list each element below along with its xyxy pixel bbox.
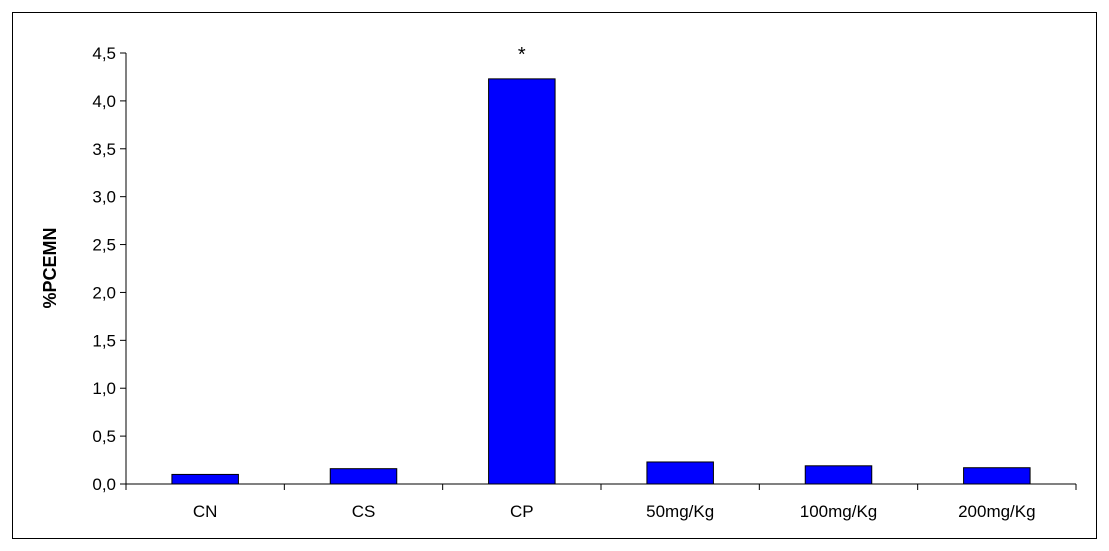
bar-200mg-kg	[963, 467, 1031, 485]
y-tick-label: 2,0	[92, 283, 116, 302]
y-tick-label: 4,0	[92, 92, 116, 111]
annotations: *	[518, 44, 526, 66]
x-axis-ticks: CN CS CP 50mg/Kg 100mg/Kg 200mg/Kg	[125, 484, 1077, 521]
x-tick-label: CS	[352, 502, 376, 521]
bar-cn	[171, 473, 239, 485]
bar-cs	[329, 468, 398, 485]
y-tick-label: 4,5	[92, 44, 116, 63]
x-tick-label: 100mg/Kg	[800, 502, 878, 521]
y-tick-label: 1,5	[92, 331, 116, 350]
bars	[171, 78, 1031, 485]
y-tick-label: 1,0	[92, 379, 116, 398]
y-tick-label: 2,5	[92, 236, 116, 255]
bar-50mg-kg	[646, 461, 714, 485]
x-tick-label: 50mg/Kg	[646, 502, 714, 521]
y-tick-label: 0,0	[92, 475, 116, 494]
y-tick-label: 3,0	[92, 188, 116, 207]
axes	[125, 53, 1076, 485]
x-tick-label: CN	[193, 502, 218, 521]
y-tick-label: 3,5	[92, 140, 116, 159]
x-tick-label: 200mg/Kg	[958, 502, 1036, 521]
bar-cp	[488, 78, 556, 485]
y-tick-label: 0,5	[92, 427, 116, 446]
bar-100mg-kg	[804, 465, 873, 485]
y-axis-ticks: 0,0 0,5 1,0 1,5 2,0 2,5 3,0 3,5 4,0 4,5	[92, 44, 126, 494]
significance-marker: *	[518, 44, 526, 66]
y-axis-label: %PCEMN	[40, 227, 60, 308]
x-tick-label: CP	[510, 502, 534, 521]
